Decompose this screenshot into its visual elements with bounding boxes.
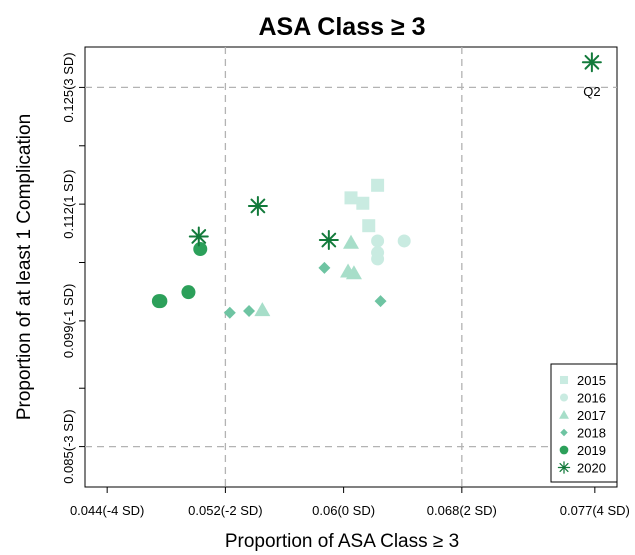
legend-marker-2020 bbox=[557, 461, 571, 474]
point-2019-1 bbox=[193, 242, 208, 257]
point-2015-1 bbox=[344, 191, 358, 205]
plot-frame bbox=[84, 46, 618, 488]
point-2017-4 bbox=[254, 302, 271, 317]
legend-marker-2017 bbox=[559, 410, 569, 419]
annotation-Q2: Q2 bbox=[583, 84, 600, 99]
y-tick-label-0-085-3-SD: 0.085(-3 SD) bbox=[61, 409, 76, 483]
x-tick-label-0-068-2-SD: 0.068(2 SD) bbox=[427, 503, 497, 518]
x-tick-label-0-044-4-SD: 0.044(-4 SD) bbox=[70, 503, 144, 518]
point-2016-2 bbox=[397, 234, 411, 248]
point-2020-1 bbox=[247, 195, 268, 216]
point-2015-3 bbox=[371, 178, 385, 192]
point-2018-1 bbox=[318, 261, 331, 274]
legend-marker-2019 bbox=[559, 445, 569, 455]
data-points bbox=[151, 52, 602, 319]
x-tick-label-0-077-4-SD: 0.077(4 SD) bbox=[560, 503, 630, 518]
legend-label-2015: 2015 bbox=[577, 373, 606, 388]
y-tick-label-0-099-1-SD: 0.099(-1 SD) bbox=[61, 284, 76, 358]
x-tick-label-0-052-2-SD: 0.052(-2 SD) bbox=[188, 503, 262, 518]
y-tick-label-0-125-3-SD: 0.125(3 SD) bbox=[61, 52, 76, 122]
point-2020-4 bbox=[581, 52, 602, 73]
legend-label-2019: 2019 bbox=[577, 443, 606, 458]
legend: 2015 2016 2017 2018 2019 2020 bbox=[550, 363, 618, 483]
chart-title: ASA Class ≥ 3 bbox=[258, 13, 425, 41]
point-2018-3 bbox=[223, 306, 236, 319]
legend-label-2018: 2018 bbox=[577, 426, 606, 441]
point-2020-2 bbox=[188, 226, 209, 247]
y-tick-label-0-112-1-SD: 0.112(1 SD) bbox=[61, 170, 76, 239]
y-axis: 0.085(-3 SD) 0.099(-1 SD) 0.112(1 SD) 0.125… bbox=[61, 52, 85, 484]
legend-marker-2015 bbox=[559, 375, 569, 385]
annotations: Q2 bbox=[583, 84, 600, 99]
point-2020-3 bbox=[318, 230, 339, 251]
point-2018-4 bbox=[243, 305, 256, 317]
y-axis-title: Proportion of at least 1 Complication bbox=[14, 114, 35, 420]
x-axis-title: Proportion of ASA Class ≥ 3 bbox=[225, 531, 459, 552]
x-tick-label-0-06-0-SD: 0.06(0 SD) bbox=[312, 503, 375, 518]
legend-marker-2016 bbox=[559, 393, 569, 402]
point-2015-4 bbox=[362, 219, 376, 233]
point-2016-1 bbox=[371, 234, 385, 248]
point-2019-2 bbox=[181, 285, 196, 300]
point-2017-1 bbox=[343, 234, 359, 249]
point-2019-4 bbox=[153, 294, 168, 309]
x-axis: 0.044(-4 SD) 0.052(-2 SD) 0.06(0 SD) 0.068(… bbox=[70, 487, 630, 518]
point-2018-2 bbox=[374, 295, 387, 308]
point-2016-4 bbox=[371, 252, 385, 266]
legend-marker-2018 bbox=[560, 428, 568, 437]
reference-lines bbox=[85, 47, 617, 487]
legend-label-2020: 2020 bbox=[577, 461, 606, 476]
point-2015-2 bbox=[356, 196, 370, 210]
legend-label-2016: 2016 bbox=[577, 391, 606, 406]
point-2017-3 bbox=[345, 265, 362, 280]
legend-label-2017: 2017 bbox=[577, 408, 606, 423]
